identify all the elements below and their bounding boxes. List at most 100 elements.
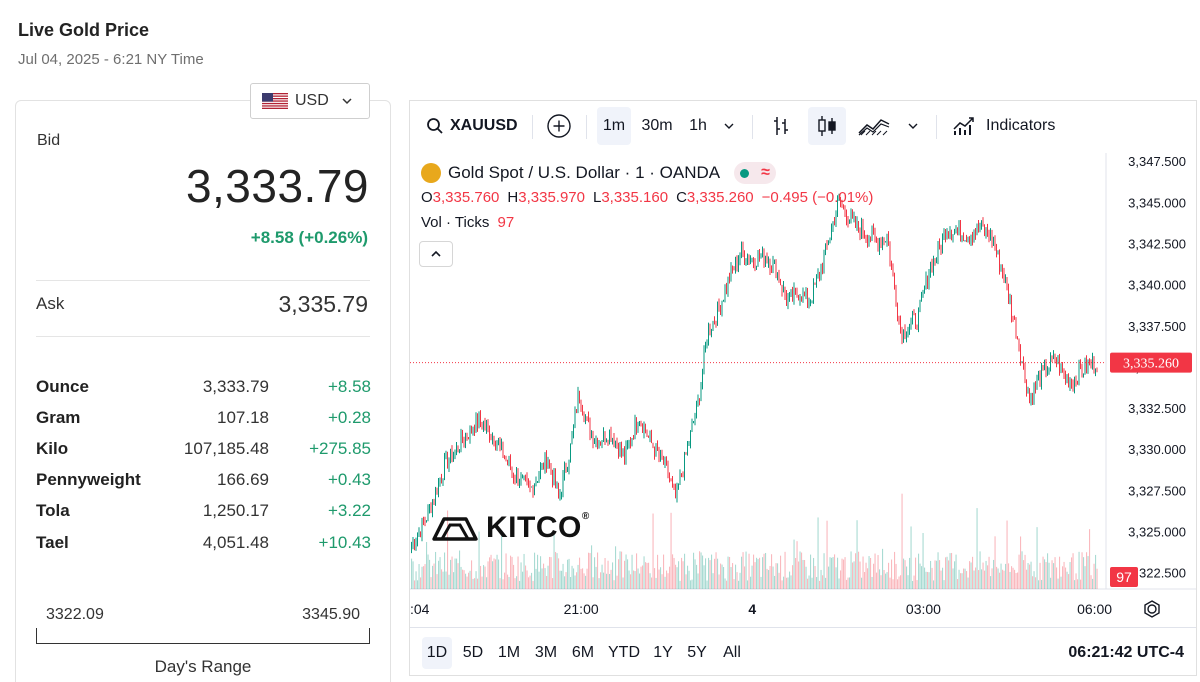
volume-bar — [634, 571, 636, 589]
y-tick-label: 3,327.500 — [1128, 483, 1186, 498]
unit-change: +10.43 — [318, 532, 371, 552]
volume-bar — [723, 567, 725, 589]
unit-row-gram: Gram 107.18 +0.28 — [36, 402, 371, 433]
y-tick-label: 3,330.000 — [1128, 442, 1186, 457]
volume-bar — [613, 580, 615, 589]
x-tick-label: :04 — [410, 601, 430, 617]
indicators-button[interactable]: Indicators — [948, 107, 1070, 145]
volume-bar — [492, 561, 494, 589]
range-5d-button[interactable]: 5D — [462, 644, 484, 661]
interval-dropdown-button[interactable] — [716, 107, 742, 145]
volume-bar — [703, 565, 705, 589]
volume-bar — [1011, 566, 1013, 589]
volume-bar — [849, 577, 851, 589]
range-6m-button[interactable]: 6M — [571, 644, 595, 661]
symbol-search-button[interactable]: XAUUSD — [420, 107, 524, 145]
range-5y-button[interactable]: 5Y — [687, 644, 707, 661]
range-ytd-button[interactable]: YTD — [608, 644, 640, 661]
volume-bar — [657, 554, 659, 589]
interval-1h-button[interactable]: 1h — [689, 117, 707, 134]
volume-bar — [450, 559, 452, 589]
volume-bar — [529, 575, 531, 589]
volume-bar — [471, 560, 473, 589]
unit-row-pennyweight: Pennyweight 166.69 +0.43 — [36, 465, 371, 496]
volume-bar — [855, 553, 857, 589]
candlestick-chart-type-button[interactable] — [808, 107, 846, 145]
volume-bar — [762, 557, 764, 589]
volume-bar — [1008, 563, 1010, 589]
volume-bar — [807, 578, 809, 589]
chart-type-dropdown-button[interactable] — [900, 107, 926, 145]
volume-bar — [606, 573, 608, 589]
volume-bar — [684, 553, 686, 589]
volume-bar — [730, 567, 732, 589]
volume-bar — [483, 565, 485, 589]
unit-row-ounce: Ounce 3,333.79 +8.58 — [36, 371, 371, 402]
volume-bar — [993, 559, 995, 589]
volume-bar — [628, 570, 630, 589]
ohlc-bars-icon — [774, 117, 788, 135]
volume-bar — [820, 569, 822, 589]
volume-bar — [897, 579, 899, 589]
volume-bar — [784, 551, 786, 589]
volume-bar — [1093, 563, 1095, 589]
bar-chart-type-button[interactable] — [764, 107, 798, 145]
range-3m-button[interactable]: 3M — [534, 644, 558, 661]
unit-name: Tael — [36, 532, 69, 552]
volume-bar — [808, 575, 810, 589]
volume-bar — [685, 574, 687, 589]
range-1m-button[interactable]: 1M — [497, 644, 521, 661]
volume-bar — [558, 558, 560, 589]
volume-bar — [672, 554, 674, 589]
market-open-dot-icon — [740, 168, 750, 178]
settings-gear-icon — [1144, 600, 1160, 618]
volume-bar — [630, 574, 632, 589]
range-all-button[interactable]: All — [723, 644, 741, 661]
volume-bar — [648, 562, 650, 589]
volume-bar — [621, 551, 623, 589]
volume-bar — [829, 557, 831, 589]
volume-bar — [718, 574, 720, 589]
toolbar-divider — [936, 115, 937, 139]
volume-bar — [552, 578, 554, 589]
unit-change: +0.43 — [327, 470, 371, 490]
volume-bar — [667, 573, 669, 589]
currency-select[interactable]: USD — [250, 83, 370, 119]
volume-bar — [495, 559, 497, 589]
volume-bar — [726, 580, 728, 589]
volume-bar — [733, 579, 735, 589]
volume-bar — [715, 552, 717, 589]
volume-bar — [856, 520, 858, 589]
volume-bar — [813, 557, 815, 589]
volume-bar — [922, 532, 924, 589]
compare-symbol-button[interactable] — [543, 107, 575, 145]
day-range-high: 3345.90 — [302, 606, 360, 623]
volume-bar — [514, 578, 516, 589]
x-tick-label: 06:00 — [1077, 601, 1112, 617]
unit-name: Pennyweight — [36, 470, 141, 490]
volume-bar — [814, 566, 816, 589]
volume-bar — [427, 554, 429, 589]
market-status-pill[interactable]: ≈ — [734, 162, 776, 184]
volume-bar — [840, 570, 842, 589]
volume-bar — [1038, 580, 1040, 589]
area-chart-type-button[interactable] — [854, 107, 894, 145]
collapse-legend-button[interactable] — [419, 241, 453, 267]
range-1y-button[interactable]: 1Y — [653, 644, 673, 661]
volume-bar — [538, 571, 540, 589]
unit-price: 107.18 — [217, 407, 269, 427]
ohlc-legend: O3,335.760 H3,335.970 L3,335.160 C3,335.260… — [421, 189, 881, 206]
volume-bar — [625, 554, 627, 589]
interval-1m-button[interactable]: 1m — [597, 107, 631, 145]
volume-bar — [510, 555, 512, 589]
volume-bar — [832, 557, 834, 589]
volume-bar — [985, 560, 987, 589]
interval-30m-button[interactable]: 30m — [641, 117, 673, 134]
volume-bar — [655, 577, 657, 589]
range-1d-button[interactable]: 1D — [422, 637, 452, 669]
volume-bar — [601, 564, 603, 589]
volume-bar — [472, 578, 474, 589]
volume-value: 97 — [497, 214, 515, 231]
volume-bar — [841, 558, 843, 589]
price-chart[interactable]: 3,347.500 3,345.000 3,342.500 3,340.000 3,33… — [410, 153, 1196, 627]
